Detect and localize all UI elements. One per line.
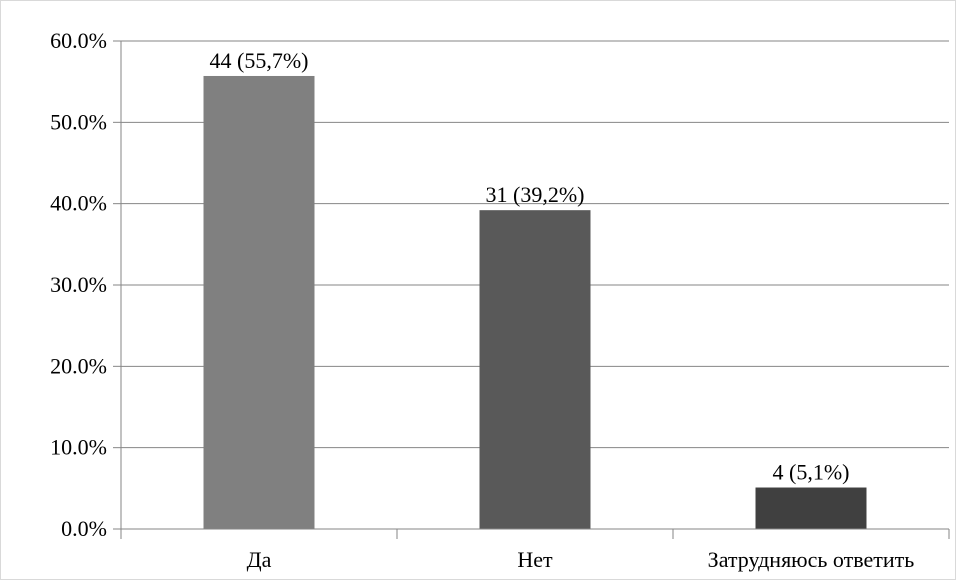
y-tick-label: 0.0% [61,516,107,541]
x-tick-label: Затрудняюсь ответить [708,547,915,572]
bar [479,210,591,529]
data-label: 4 (5,1%) [773,460,850,485]
y-tick-label: 50.0% [50,109,107,134]
data-label: 44 (55,7%) [210,48,309,73]
y-tick-label: 10.0% [50,435,107,460]
data-label: 31 (39,2%) [486,182,585,207]
y-axis-tick-labels: 0.0% 10.0% 20.0% 30.0% 40.0% 50.0% 60.0% [50,28,107,541]
y-tick-label: 20.0% [50,353,107,378]
x-axis-tick-labels: Да Нет Затрудняюсь ответить [247,547,915,572]
bar [203,75,315,530]
x-tick-label: Нет [517,547,553,572]
data-labels: 44 (55,7%) 31 (39,2%) 4 (5,1%) [210,48,850,485]
y-tick-label: 60.0% [50,28,107,53]
bars [203,75,867,530]
y-tick-label: 30.0% [50,272,107,297]
axes [113,40,950,539]
x-tick-label: Да [247,547,272,572]
y-tick-label: 40.0% [50,191,107,216]
bar [755,487,867,529]
